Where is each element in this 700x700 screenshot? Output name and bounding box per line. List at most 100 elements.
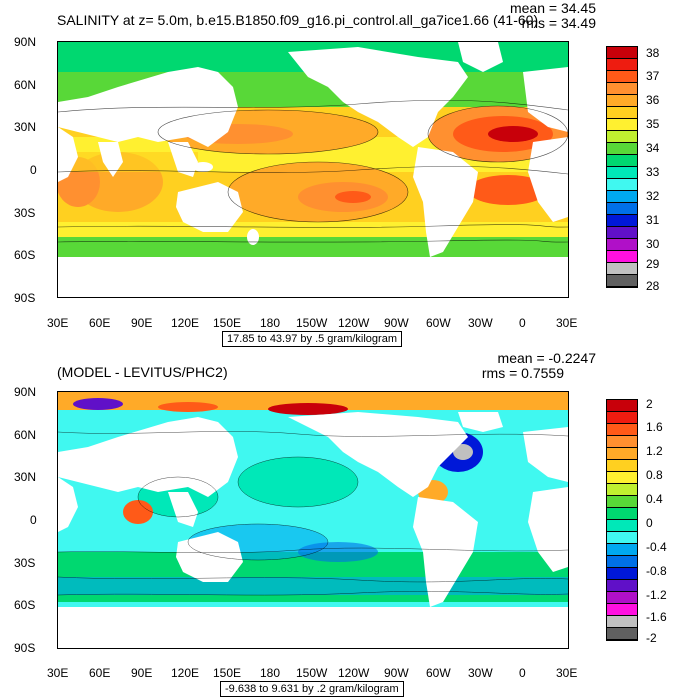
colorbar-swatch [607, 215, 637, 227]
panel-title: (MODEL - LEVITUS/PHC2) [57, 364, 228, 380]
lat-label: 60N [14, 428, 37, 442]
colorbar-label: 30 [646, 237, 660, 251]
colorbar-label: 1.6 [646, 420, 663, 434]
lat-label: 30N [14, 470, 37, 484]
lon-label: 150E [213, 666, 242, 680]
colorbar-swatch [607, 59, 637, 71]
lon-label: 90E [131, 316, 153, 330]
colorbar-swatch [607, 83, 637, 95]
colorbar-swatch [607, 203, 637, 215]
lat-label: 0 [30, 513, 37, 527]
lat-label: 60S [14, 598, 36, 612]
colorbar-swatch [607, 556, 637, 568]
colorbar-swatch [607, 251, 637, 263]
colorbar-swatch [607, 568, 637, 580]
colorbar-label: 38 [646, 46, 660, 60]
colorbar-swatch [607, 616, 637, 628]
contour-range-info: 17.85 to 43.97 by .5 gram/kilogram [222, 331, 402, 347]
colorbar-label: 31 [646, 213, 660, 227]
colorbar-label: -2 [646, 631, 657, 645]
lat-label: 30N [14, 120, 37, 134]
lat-label: 60N [14, 78, 37, 92]
rms-value: rms = 34.49 [521, 15, 596, 31]
colorbar-swatch [607, 107, 637, 119]
lon-label: 120W [338, 666, 370, 680]
colorbar-label: 34 [646, 141, 660, 155]
colorbar-swatch [607, 191, 637, 203]
colorbar-label: 32 [646, 189, 660, 203]
lon-label: 0 [519, 316, 526, 330]
colorbar-swatch [607, 604, 637, 616]
colorbar-label: 29 [646, 257, 660, 271]
colorbar-swatch [607, 448, 637, 460]
colorbar-swatch [607, 484, 637, 496]
colorbar-label: 0 [646, 516, 653, 530]
lon-label: 0 [519, 666, 526, 680]
lon-label: 60E [89, 316, 111, 330]
lon-label: 120E [171, 666, 200, 680]
rms-value: rms = 0.7559 [481, 365, 564, 381]
lon-label: 120W [338, 316, 370, 330]
lon-label: 90E [131, 666, 153, 680]
colorbar-swatch [607, 119, 637, 131]
colorbar-swatch [607, 71, 637, 83]
mean-value: mean = -0.2247 [497, 350, 596, 366]
colorbar-swatch [607, 520, 637, 532]
lat-label: 90S [14, 291, 36, 305]
salinity-panel: SALINITY at z= 5.0m, b.e15.B1850.f09_g16… [14, 0, 660, 347]
colorbar-label: 28 [646, 279, 660, 293]
colorbar-swatch [607, 628, 637, 640]
colorbar-swatch [607, 424, 637, 436]
contour-range-info: -9.638 to 9.631 by .2 gram/kilogram [220, 681, 404, 697]
difference-map [57, 391, 569, 649]
colorbar-label: -0.4 [646, 540, 667, 554]
salinity-map [57, 41, 569, 298]
colorbar-swatch [607, 155, 637, 167]
difference-panel: (MODEL - LEVITUS/PHC2) mean = -0.2247 rm… [0, 350, 700, 700]
colorbar-swatch [607, 412, 637, 424]
colorbar-label: 2 [646, 397, 653, 411]
lon-label: 90W [384, 316, 409, 330]
colorbar-swatch [607, 263, 637, 275]
lon-label: 150E [213, 316, 242, 330]
colorbar-swatch [607, 275, 637, 287]
colorbar-swatch [607, 436, 637, 448]
colorbar-label: 36 [646, 93, 660, 107]
salinity-map-field [58, 42, 568, 297]
colorbar-swatch [607, 95, 637, 107]
colorbar-label: 0.8 [646, 468, 663, 482]
lat-label: 90N [14, 35, 37, 49]
colorbar-swatch [607, 460, 637, 472]
lon-label: 150W [296, 316, 328, 330]
colorbar-swatch [607, 592, 637, 604]
lon-label: 30E [556, 666, 578, 680]
mean-value: mean = 34.45 [509, 0, 596, 16]
colorbar [606, 46, 638, 288]
colorbar-swatch [607, 508, 637, 520]
colorbar-label: -1.6 [646, 610, 667, 624]
colorbar-swatch [607, 400, 637, 412]
colorbar-swatch [607, 472, 637, 484]
colorbar-label: 35 [646, 117, 660, 131]
lon-label: 90W [384, 666, 409, 680]
colorbar-swatch [607, 143, 637, 155]
lat-label: 30S [14, 556, 36, 570]
colorbar-label: 37 [646, 69, 660, 83]
lon-label: 150W [296, 666, 328, 680]
lon-label: 30W [468, 666, 493, 680]
colorbar-label: 1.2 [646, 444, 663, 458]
lat-label: 90N [14, 385, 37, 399]
lon-label: 60W [426, 316, 451, 330]
colorbar-swatch [607, 167, 637, 179]
panel-title: SALINITY at z= 5.0m, b.e15.B1850.f09_g16… [57, 12, 539, 28]
colorbar-swatch [607, 47, 637, 59]
colorbar-swatch [607, 532, 637, 544]
lat-label: 60S [14, 248, 36, 262]
colorbar-swatch [607, 179, 637, 191]
lat-label: 90S [14, 641, 36, 655]
lon-label: 180 [260, 666, 281, 680]
lon-label: 30E [47, 666, 69, 680]
colorbar-swatch [607, 227, 637, 239]
lon-label: 120E [171, 316, 200, 330]
lat-label: 30S [14, 206, 36, 220]
